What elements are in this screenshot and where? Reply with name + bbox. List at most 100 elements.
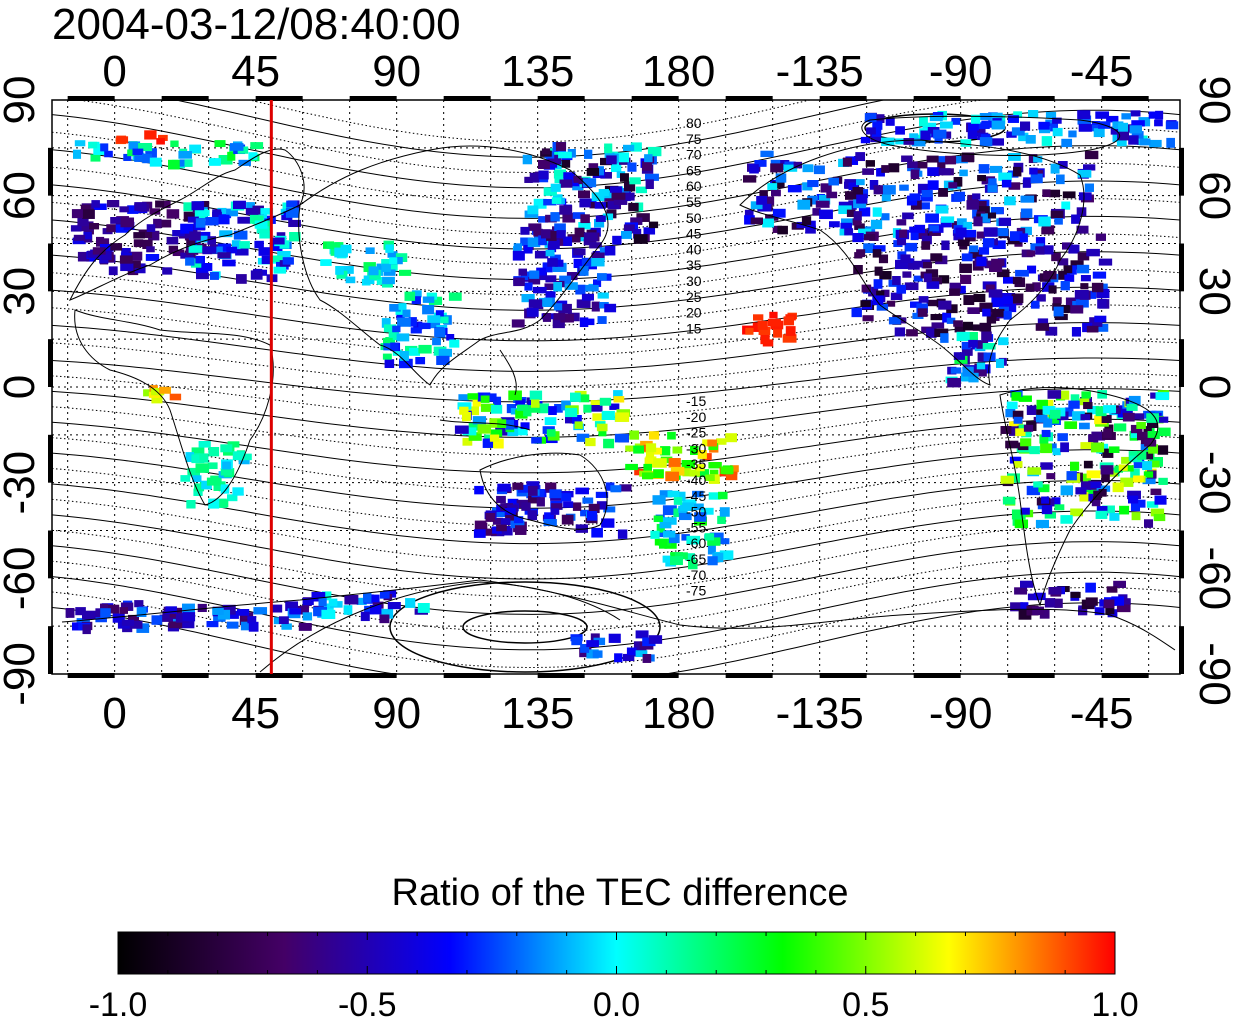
- tec-cell: [588, 163, 599, 172]
- tec-cell: [667, 431, 676, 440]
- tec-cell: [1092, 271, 1107, 279]
- tec-cell: [282, 257, 294, 265]
- tec-cell: [896, 236, 907, 246]
- tec-cell: [961, 348, 973, 356]
- tec-cell: [686, 535, 701, 545]
- tec-cell: [717, 515, 726, 524]
- tec-cell: [547, 258, 558, 267]
- tec-cell: [227, 494, 238, 502]
- tec-cell: [116, 136, 129, 144]
- tec-cell: [104, 150, 113, 158]
- tec-cell: [771, 189, 781, 197]
- tec-cell: [269, 255, 283, 262]
- tec-cell: [1109, 512, 1120, 521]
- tec-cell: [682, 467, 692, 477]
- tec-cell: [597, 292, 609, 299]
- tec-cell: [749, 164, 759, 174]
- tec-cell: [1098, 489, 1107, 497]
- tec-cell: [527, 205, 539, 215]
- lon-label-top: 135: [501, 47, 574, 96]
- tec-cell: [161, 200, 171, 209]
- tec-cell: [106, 224, 119, 233]
- tec-cell: [208, 498, 220, 509]
- tec-cell: [960, 274, 972, 285]
- tec-cell: [872, 121, 883, 130]
- frame-bar-top: [255, 96, 303, 101]
- tec-cell: [383, 590, 397, 598]
- tec-cell: [949, 288, 960, 296]
- tec-cell: [561, 159, 571, 168]
- tec-cell: [599, 247, 609, 256]
- tec-cell: [553, 313, 566, 321]
- tec-cell: [938, 188, 948, 197]
- tec-cell: [957, 239, 970, 247]
- tec-cell: [1126, 403, 1138, 411]
- tec-cell: [1015, 269, 1029, 277]
- tec-cell: [515, 409, 528, 419]
- tec-cell: [753, 314, 764, 321]
- tec-cell: [989, 265, 1003, 272]
- tec-cell: [72, 622, 85, 631]
- tec-cell: [1130, 501, 1141, 512]
- tec-cell: [196, 235, 208, 243]
- tec-cell: [930, 314, 945, 321]
- tec-cell: [580, 214, 590, 224]
- tec-cell: [1035, 414, 1048, 423]
- tec-cell: [625, 445, 637, 452]
- tec-cell: [645, 443, 657, 453]
- tec-cell: [999, 296, 1013, 305]
- tec-cell: [1026, 485, 1040, 496]
- tec-cell: [553, 282, 563, 292]
- tec-cell: [591, 192, 605, 202]
- tec-cell: [646, 449, 655, 458]
- tec-cell: [917, 308, 928, 317]
- tec-cell: [1095, 111, 1110, 119]
- tec-cell: [554, 176, 564, 184]
- tec-cell: [185, 452, 195, 463]
- tec-cell: [888, 317, 901, 325]
- tec-cell: [91, 200, 100, 208]
- tec-cell: [129, 620, 143, 629]
- tec-cell: [854, 223, 865, 230]
- tec-cell: [1144, 451, 1154, 460]
- tec-cell: [596, 501, 608, 510]
- tec-cell: [1158, 477, 1168, 485]
- frame-bar-top: [537, 96, 585, 101]
- tec-cell: [247, 616, 257, 624]
- tec-cell: [759, 190, 768, 198]
- tec-cell: [1102, 505, 1115, 514]
- tec-cell: [1129, 125, 1143, 134]
- tec-cell: [489, 434, 500, 442]
- tec-cell: [192, 475, 202, 483]
- tec-cell: [211, 246, 223, 254]
- tec-cell: [879, 271, 892, 280]
- tec-cell: [209, 272, 219, 280]
- tec-cell: [544, 417, 557, 426]
- tec-cell: [397, 317, 411, 327]
- tec-cell: [604, 245, 616, 256]
- tec-cell: [269, 242, 283, 252]
- tec-cell: [1136, 421, 1146, 429]
- tec-cell: [606, 155, 617, 165]
- tec-cell: [133, 239, 144, 248]
- tec-cell: [553, 303, 563, 311]
- tec-cell: [980, 213, 991, 223]
- tec-cell: [232, 451, 245, 461]
- tec-cell: [648, 221, 659, 229]
- tec-cell: [285, 601, 299, 612]
- lat-label-left: -90: [0, 642, 44, 706]
- tec-cell: [921, 235, 932, 245]
- tec-cell: [82, 610, 96, 620]
- tec-cell: [1112, 133, 1122, 142]
- tec-cell: [1025, 283, 1035, 292]
- tec-cell: [931, 322, 945, 329]
- tec-cell: [1083, 402, 1093, 410]
- tec-cell: [962, 366, 974, 377]
- tec-cell: [524, 282, 533, 291]
- tec-cell: [599, 397, 612, 406]
- tec-cell: [1087, 405, 1100, 415]
- tec-cell: [467, 393, 479, 400]
- tec-cell: [591, 258, 605, 267]
- tec-cell: [263, 215, 276, 224]
- tec-cell: [227, 610, 239, 619]
